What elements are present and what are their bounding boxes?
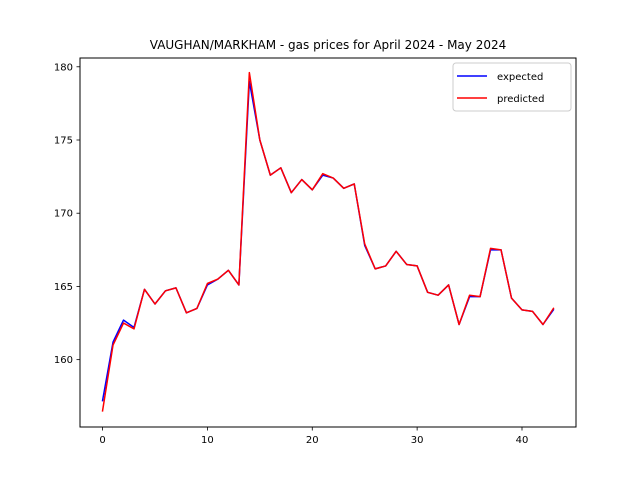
y-tick-label: 165 — [54, 282, 73, 293]
legend-label-predicted: predicted — [497, 94, 544, 105]
y-tick-label: 170 — [54, 209, 73, 220]
legend-box — [452, 62, 572, 112]
y-axis: 160 165 170 175 180 — [54, 62, 80, 366]
x-tick-label: 30 — [411, 435, 424, 446]
legend-label-expected: expected — [497, 72, 543, 83]
chart-title: VAUGHAN/MARKHAM - gas prices for April 2… — [150, 38, 506, 52]
legend: expected predicted — [452, 62, 572, 112]
series-layer — [101, 71, 555, 412]
y-tick-label: 180 — [54, 62, 73, 73]
x-tick-label: 10 — [201, 435, 214, 446]
series-line-predicted — [101, 71, 555, 412]
x-tick-label: 20 — [306, 435, 319, 446]
y-tick-label: 160 — [54, 355, 73, 366]
x-tick-label: 40 — [516, 435, 529, 446]
axes-frame — [79, 57, 577, 428]
plot-area — [79, 57, 577, 428]
x-axis: 0 10 20 30 40 — [99, 427, 528, 446]
y-tick-label: 175 — [54, 136, 73, 147]
x-tick-label: 0 — [99, 435, 105, 446]
plot-background — [80, 58, 576, 427]
